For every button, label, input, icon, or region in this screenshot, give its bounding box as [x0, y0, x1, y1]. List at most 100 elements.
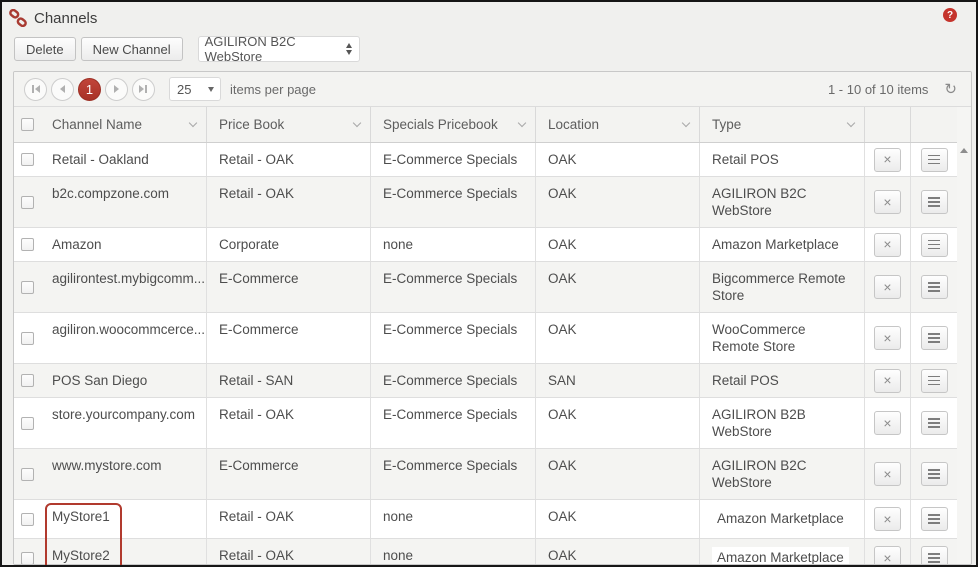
- row-checkbox[interactable]: [20, 195, 34, 209]
- new-channel-button[interactable]: New Channel: [80, 37, 183, 61]
- row-checkbox[interactable]: [20, 280, 34, 294]
- toolbar: Delete New Channel AGILIRON B2C WebStore: [14, 34, 963, 64]
- row-checkbox-cell: [14, 500, 40, 538]
- x-cross-icon: ×: [883, 329, 892, 346]
- row-checkbox[interactable]: [20, 374, 34, 387]
- row-checkbox[interactable]: [20, 238, 34, 251]
- row-menu-button[interactable]: [920, 368, 948, 393]
- row-menu-button[interactable]: [920, 190, 948, 214]
- row-checkbox[interactable]: [20, 467, 34, 481]
- type-text: AGILIRON B2C WebStore: [712, 458, 807, 490]
- row-menu-button[interactable]: [920, 411, 948, 435]
- price-book-text: E-Commerce: [219, 458, 299, 473]
- row-checkbox[interactable]: [20, 153, 34, 166]
- x-cross-icon: ×: [883, 193, 892, 210]
- specials-pricebook-cell: E-Commerce Specials: [371, 364, 536, 397]
- first-page-button[interactable]: [24, 77, 47, 101]
- channels-grid: 1 25 items per page 1 - 10 of 10 items ↻: [13, 71, 972, 565]
- hamburger-menu-icon: [928, 514, 940, 524]
- sort-chevron-icon[interactable]: [681, 118, 691, 127]
- channel-name-text: b2c.compzone.com: [52, 186, 170, 201]
- location-cell: OAK: [536, 313, 700, 363]
- sort-chevron-icon[interactable]: [352, 118, 362, 127]
- remove-row-button[interactable]: ×: [874, 147, 901, 172]
- channel-name-cell: agiliron.woocommcerce...: [40, 313, 207, 363]
- hamburger-menu-icon: [928, 469, 940, 479]
- remove-row-button[interactable]: ×: [874, 275, 901, 299]
- page-size-value: 25: [177, 81, 192, 97]
- table-row: agiliron.woocommcerce... E-Commerce E-Co…: [14, 313, 957, 364]
- page-header: Channels ?: [9, 8, 966, 28]
- vertical-scrollbar[interactable]: [957, 107, 971, 564]
- remove-row-button[interactable]: ×: [874, 462, 901, 486]
- remove-row-button[interactable]: ×: [874, 232, 901, 257]
- last-page-button[interactable]: [132, 77, 155, 101]
- location-text: OAK: [548, 237, 577, 252]
- row-menu-button[interactable]: [920, 462, 948, 486]
- row-checkbox[interactable]: [20, 551, 34, 564]
- remove-row-button[interactable]: ×: [874, 411, 901, 435]
- location-cell: OAK: [536, 449, 700, 499]
- row-menu-button[interactable]: [920, 275, 948, 299]
- row-checkbox[interactable]: [20, 512, 34, 526]
- row-menu-button[interactable]: [920, 546, 948, 564]
- column-header-location[interactable]: Location: [536, 107, 700, 142]
- column-header-price-book[interactable]: Price Book: [207, 107, 371, 142]
- location-text: SAN: [548, 373, 576, 388]
- column-header-channel-name[interactable]: Channel Name: [40, 107, 207, 142]
- channels-table: Channel Name Price Book Specials Pricebo…: [14, 107, 957, 564]
- refresh-icon[interactable]: ↻: [944, 80, 957, 98]
- previous-page-button[interactable]: [51, 77, 74, 101]
- hamburger-menu-icon: [928, 154, 940, 165]
- page-size-select[interactable]: 25: [169, 77, 221, 101]
- row-menu-button[interactable]: [920, 147, 948, 172]
- row-menu-button[interactable]: [920, 232, 948, 257]
- channel-type-select[interactable]: AGILIRON B2C WebStore: [197, 34, 360, 64]
- help-icon[interactable]: ?: [943, 8, 957, 22]
- price-book-cell: E-Commerce: [207, 262, 371, 312]
- row-checkbox[interactable]: [20, 331, 34, 345]
- next-page-button[interactable]: [105, 77, 128, 101]
- remove-cell: ×: [865, 398, 911, 448]
- chevron-down-icon: [208, 87, 214, 92]
- specials-pricebook-cell: E-Commerce Specials: [371, 262, 536, 312]
- remove-cell: ×: [865, 177, 911, 227]
- delete-button[interactable]: Delete: [14, 37, 76, 61]
- specials-pricebook-cell: none: [371, 500, 536, 538]
- specials-pricebook-text: E-Commerce Specials: [383, 271, 518, 286]
- column-header-menu: [911, 107, 957, 142]
- channel-name-text: MyStore1: [52, 509, 110, 524]
- sort-chevron-icon[interactable]: [188, 118, 198, 127]
- scroll-up-arrow-icon[interactable]: [960, 148, 968, 153]
- menu-cell: [911, 143, 957, 176]
- price-book-text: E-Commerce: [219, 322, 299, 337]
- row-menu-button[interactable]: [920, 326, 948, 350]
- column-header-specials-pricebook[interactable]: Specials Pricebook: [371, 107, 536, 142]
- remove-row-button[interactable]: ×: [874, 326, 901, 350]
- sort-chevron-icon[interactable]: [517, 118, 527, 127]
- specials-pricebook-text: none: [383, 548, 414, 563]
- row-menu-button[interactable]: [920, 507, 948, 531]
- type-cell: Bigcommerce Remote Store: [700, 262, 865, 312]
- x-cross-icon: ×: [883, 372, 892, 388]
- current-page-button[interactable]: 1: [78, 77, 101, 101]
- remove-row-button[interactable]: ×: [874, 546, 901, 564]
- channel-name-text: store.yourcompany.com: [52, 407, 196, 422]
- table-header-row: Channel Name Price Book Specials Pricebo…: [14, 107, 957, 143]
- select-all-checkbox[interactable]: [20, 118, 34, 131]
- remove-cell: ×: [865, 500, 911, 538]
- channel-name-cell: Amazon: [40, 228, 207, 261]
- menu-cell: [911, 313, 957, 363]
- type-cell: WooCommerce Remote Store: [700, 313, 865, 363]
- remove-row-button[interactable]: ×: [874, 507, 901, 531]
- remove-cell: ×: [865, 364, 911, 397]
- row-checkbox[interactable]: [20, 416, 34, 430]
- location-text: OAK: [548, 407, 577, 422]
- location-cell: OAK: [536, 539, 700, 564]
- type-cell: Retail POS: [700, 143, 865, 176]
- column-header-remove: [865, 107, 911, 142]
- remove-row-button[interactable]: ×: [874, 368, 901, 393]
- sort-chevron-icon[interactable]: [846, 118, 856, 127]
- remove-row-button[interactable]: ×: [874, 190, 901, 214]
- column-header-type[interactable]: Type: [700, 107, 865, 142]
